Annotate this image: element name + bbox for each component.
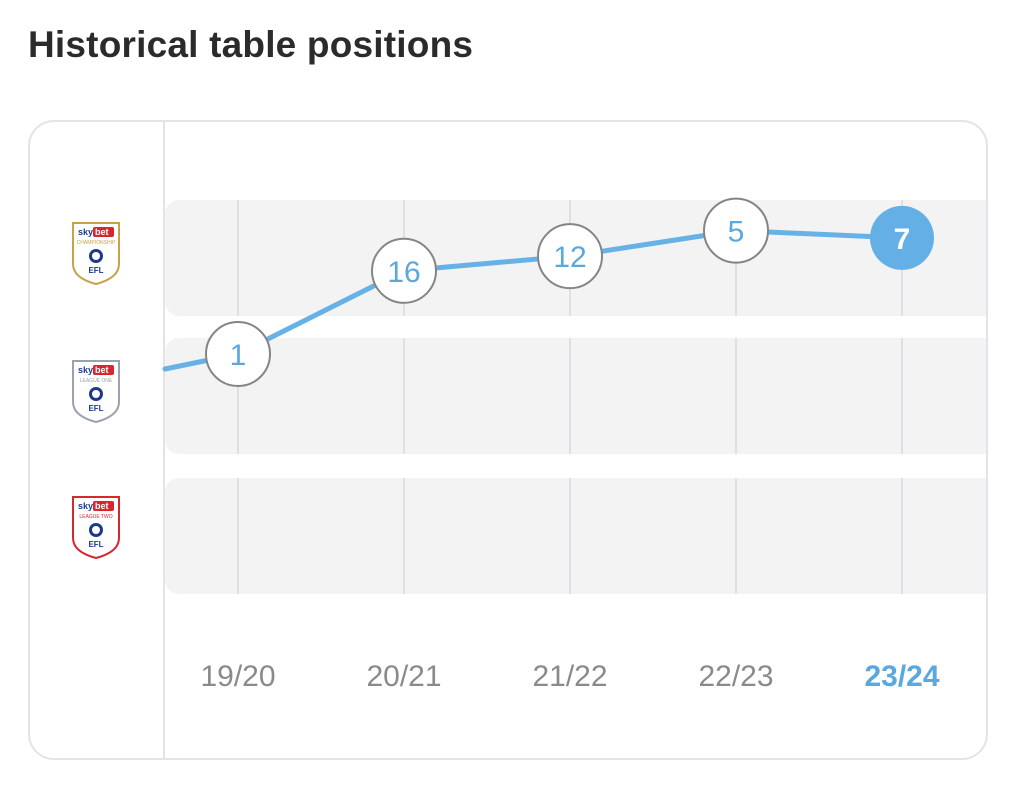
division-band [165, 338, 986, 454]
chart-divider [163, 122, 165, 758]
svg-text:EFL: EFL [88, 540, 103, 549]
x-tick-label: 23/24 [864, 660, 939, 693]
svg-text:bet: bet [95, 365, 109, 375]
page-title: Historical table positions [28, 24, 474, 65]
svg-text:bet: bet [95, 501, 109, 511]
x-tick-label: 20/21 [366, 660, 441, 693]
svg-text:EFL: EFL [88, 266, 103, 275]
data-label: 1 [230, 339, 247, 372]
data-point [371, 237, 437, 304]
league-two-badge-icon: sky bet LEAGUE TWO EFL [72, 496, 120, 560]
chart-card: sky bet CHAMPIONSHIP EFL sky bet LEAGUE … [28, 120, 988, 760]
svg-text:EFL: EFL [88, 404, 103, 413]
data-label: 5 [728, 216, 745, 249]
data-label: 16 [387, 256, 420, 289]
data-point [703, 197, 769, 264]
svg-text:LEAGUE TWO: LEAGUE TWO [79, 514, 112, 520]
svg-text:CHAMPIONSHIP: CHAMPIONSHIP [77, 240, 116, 246]
svg-text:sky: sky [78, 501, 93, 511]
svg-text:sky: sky [78, 365, 93, 375]
svg-text:bet: bet [95, 227, 109, 237]
x-tick-label: 21/22 [532, 660, 607, 693]
data-point [870, 205, 934, 270]
data-point [537, 223, 603, 290]
data-point [205, 321, 271, 387]
position-line-chart: 1 16 12 5 7 19/20 20/21 21/22 22/23 23/24 [162, 197, 986, 693]
svg-text:LEAGUE ONE: LEAGUE ONE [80, 378, 113, 384]
data-label: 12 [553, 241, 586, 274]
x-tick-label: 19/20 [200, 660, 275, 693]
data-label: 7 [894, 223, 911, 256]
league-one-badge-icon: sky bet LEAGUE ONE EFL [72, 360, 120, 424]
x-tick-label: 22/23 [698, 660, 773, 693]
championship-badge-icon: sky bet CHAMPIONSHIP EFL [72, 222, 120, 286]
division-band [165, 478, 986, 594]
svg-text:sky: sky [78, 227, 93, 237]
